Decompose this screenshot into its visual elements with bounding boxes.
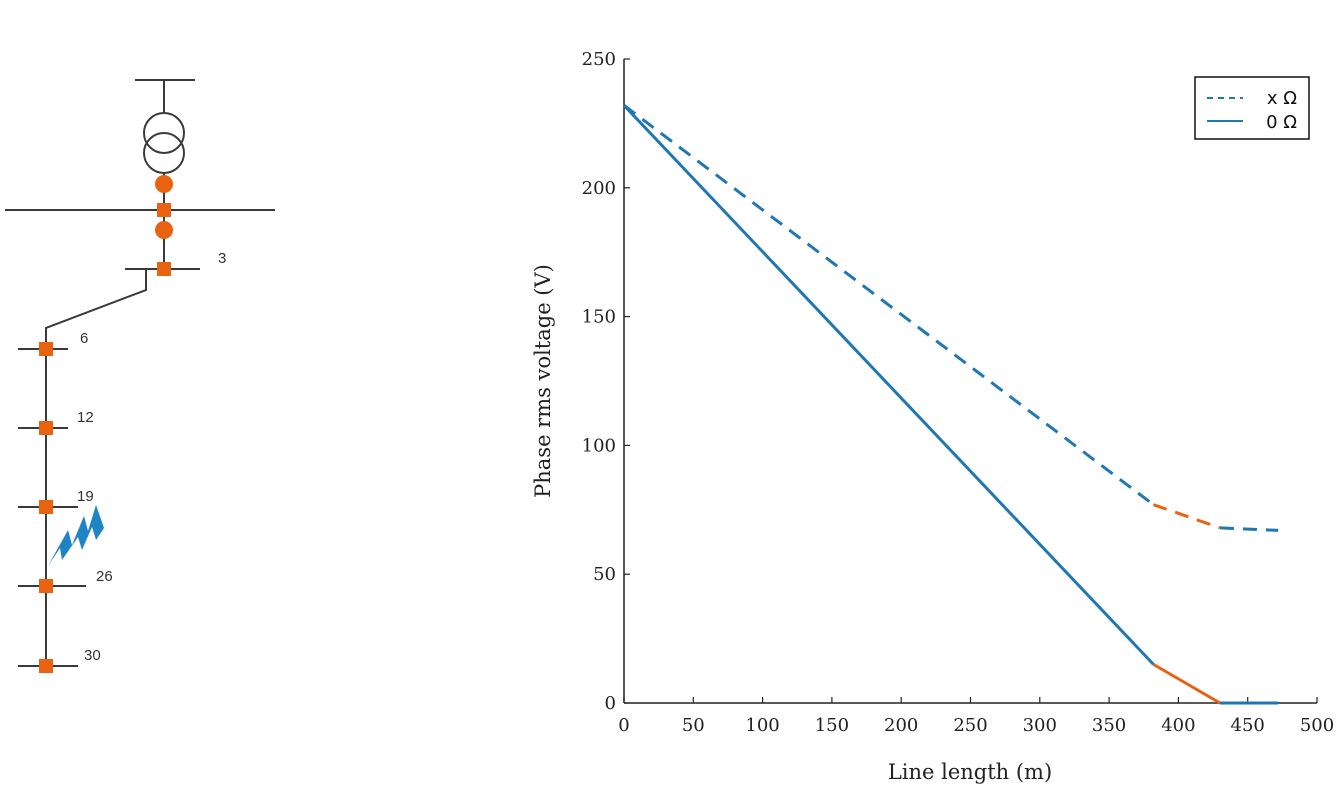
y-tick-label-4: 200: [582, 178, 616, 199]
bus-label-26: 26: [96, 568, 113, 585]
x-ticks: 0 50 100 150 200 250 300 350 400 450 500: [618, 697, 1334, 736]
y-tick-label-1: 50: [593, 564, 616, 585]
fault-lightning-icon: [48, 505, 104, 566]
chart-legend: x Ω 0 Ω: [1194, 76, 1310, 140]
bus-label-3: 3: [218, 250, 226, 267]
x-tick-label-9: 450: [1231, 715, 1265, 736]
chart-series: [622, 104, 1279, 705]
x-tick-label-7: 350: [1092, 715, 1126, 736]
legend-label-zero-ohm: 0 Ω: [1266, 112, 1297, 133]
legend-box: [1194, 76, 1310, 140]
series-0-segment-1: [1152, 503, 1221, 530]
bus-label-12: 12: [77, 409, 94, 426]
x-tick-label-6: 300: [1023, 715, 1057, 736]
x-tick-label-2: 100: [745, 715, 779, 736]
meter-node-bus-19: [39, 500, 53, 514]
x-axis-label: Line length (m): [888, 760, 1052, 784]
meter-node-bus-26: [39, 579, 53, 593]
x-tick-label-4: 200: [884, 715, 918, 736]
series-1-segment-1: [1152, 663, 1221, 705]
y-tick-label-2: 100: [582, 435, 616, 456]
x-tick-label-1: 50: [682, 715, 705, 736]
y-axis-label: Phase rms voltage (V): [531, 264, 555, 498]
network-diagram: 3 6 12 19 26 30: [5, 79, 275, 673]
meter-node-circle-upper: [155, 175, 173, 193]
x-tick-label-8: 400: [1161, 715, 1195, 736]
bus-label-30: 30: [84, 647, 101, 664]
meter-node-circle-lower: [155, 221, 173, 239]
x-tick-label-10: 500: [1300, 715, 1334, 736]
meter-node-bus-30: [39, 659, 53, 673]
meter-node-bus-6: [39, 342, 53, 356]
bus-label-19: 19: [77, 488, 94, 505]
y-ticks: 0 50 100 150 200 250: [582, 49, 630, 714]
y-tick-label-5: 250: [582, 49, 616, 70]
series-0-segment-0: [623, 104, 1155, 506]
meter-node-bus-12: [39, 421, 53, 435]
feeder-path: [45, 269, 147, 666]
chart-axes: [623, 59, 1317, 704]
meter-node-square-busbar: [157, 203, 171, 217]
x-tick-label-0: 0: [618, 715, 629, 736]
transformer-winding-upper: [143, 112, 185, 154]
series-0-segment-2: [1219, 526, 1279, 532]
y-tick-label-3: 150: [582, 307, 616, 328]
series-1-segment-0: [622, 104, 1155, 666]
legend-label-x-ohm: x Ω: [1267, 88, 1297, 109]
x-tick-label-5: 250: [953, 715, 987, 736]
meter-node-bus-3: [157, 262, 171, 276]
bus-label-6: 6: [80, 330, 88, 347]
x-tick-label-3: 150: [815, 715, 849, 736]
y-tick-label-0: 0: [605, 693, 616, 714]
